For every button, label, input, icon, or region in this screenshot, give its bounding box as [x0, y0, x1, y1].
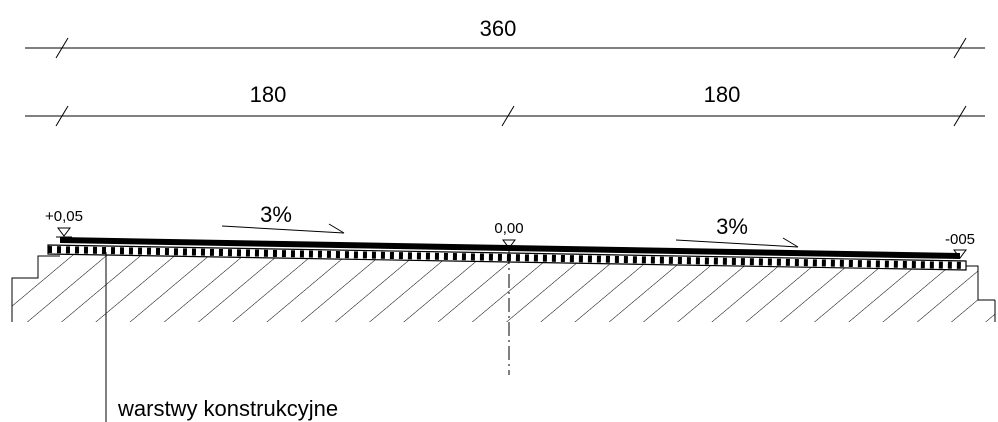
tick-mark: [953, 105, 967, 127]
level-label-center: 0,00: [494, 220, 523, 237]
dimension-label-total: 360: [480, 16, 517, 41]
level-label-right: -005: [945, 231, 975, 248]
tick-mark: [55, 105, 69, 127]
structural-layers: [47, 237, 967, 271]
slope-left: 3%: [221, 202, 345, 234]
dimension-halves: 180 180: [25, 82, 985, 127]
level-marker-center: 0,00: [494, 220, 524, 249]
slope-arrow-line: [675, 239, 799, 248]
dimension-total: 360: [25, 16, 985, 59]
ground-outline-left: [11, 255, 60, 300]
layers-callout: warstwy konstrukcyjne: [105, 252, 338, 422]
level-triangle-icon: [57, 227, 71, 237]
level-label-left: +0,05: [45, 208, 83, 225]
dimension-label-left: 180: [250, 82, 287, 107]
level-marker-left: +0,05: [45, 208, 83, 238]
ground-outline-right: [960, 265, 995, 301]
slope-label-left: 3%: [260, 202, 292, 227]
layers-caption: warstwy konstrukcyjne: [117, 396, 338, 421]
slope-arrow-line: [221, 225, 345, 234]
tick-mark: [501, 105, 515, 127]
level-triangle-icon: [502, 239, 516, 249]
tick-mark: [55, 37, 69, 59]
slope-right: 3%: [675, 214, 799, 248]
slope-arrow-head: [328, 223, 345, 234]
dimension-label-right: 180: [704, 82, 741, 107]
base-layer-blocks: [47, 246, 967, 269]
tick-mark: [953, 37, 967, 59]
slope-arrow-head: [782, 237, 799, 248]
slope-label-right: 3%: [716, 214, 748, 239]
wearing-course: [60, 237, 960, 259]
